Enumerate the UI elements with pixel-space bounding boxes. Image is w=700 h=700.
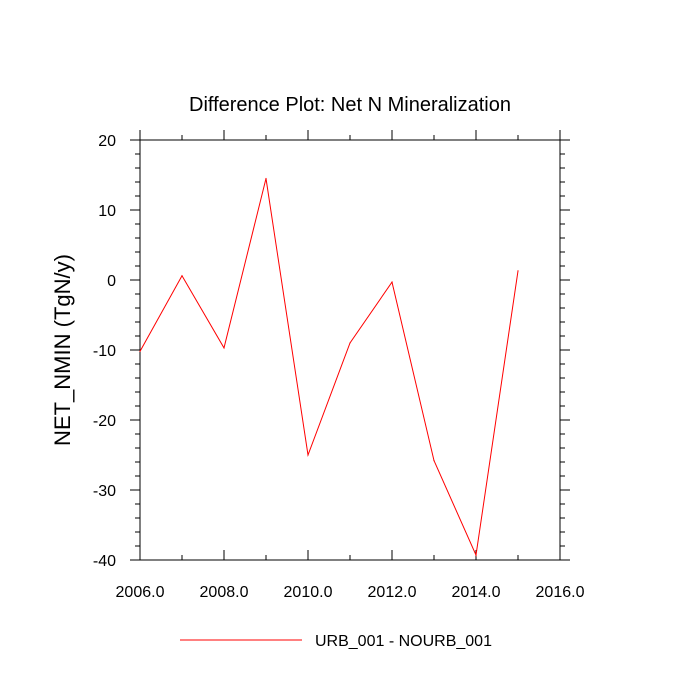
x-tick-label: 2012.0: [368, 584, 417, 601]
series-line-0: [139, 178, 519, 557]
data-point-2011: [349, 342, 351, 344]
data-point-2008: [223, 347, 225, 349]
y-tick-label: 0: [107, 273, 116, 290]
legend: URB_001 - NOURB_001: [180, 633, 492, 650]
y-axis-label: NET_NMIN (TgN/y): [50, 254, 75, 446]
x-tick-label: 2014.0: [452, 584, 501, 601]
y-tick-label: 10: [98, 203, 116, 220]
y-tick-label: -30: [93, 483, 116, 500]
data-point-2015: [517, 270, 519, 272]
plot-area: 2006.0 2008.0 2010.0 2012.0 2014.0 2016.0 -40 -…: [93, 130, 585, 601]
y-tick-label: -10: [93, 343, 116, 360]
x-tick-label: 2016.0: [536, 584, 585, 601]
y-tick-label: 20: [98, 133, 116, 150]
y-tick-label: -20: [93, 413, 116, 430]
x-tick-label: 2008.0: [200, 584, 249, 601]
data-point-2009: [265, 177, 267, 180]
x-tick-label: 2006.0: [116, 584, 165, 601]
legend-label-urb-nourb: URB_001 - NOURB_001: [315, 633, 492, 650]
data-point-2010: [307, 454, 309, 456]
data-point-2013: [433, 460, 435, 462]
data-point-2014: [475, 554, 477, 556]
data-point-2007: [181, 275, 183, 277]
chart-title: Difference Plot: Net N Mineralization: [189, 94, 511, 116]
data-point-2006: [139, 350, 141, 352]
data-point-2012: [391, 281, 393, 283]
x-tick-label: 2010.0: [284, 584, 333, 601]
plot-frame: [139, 139, 561, 561]
y-tick-label: -40: [93, 553, 116, 570]
